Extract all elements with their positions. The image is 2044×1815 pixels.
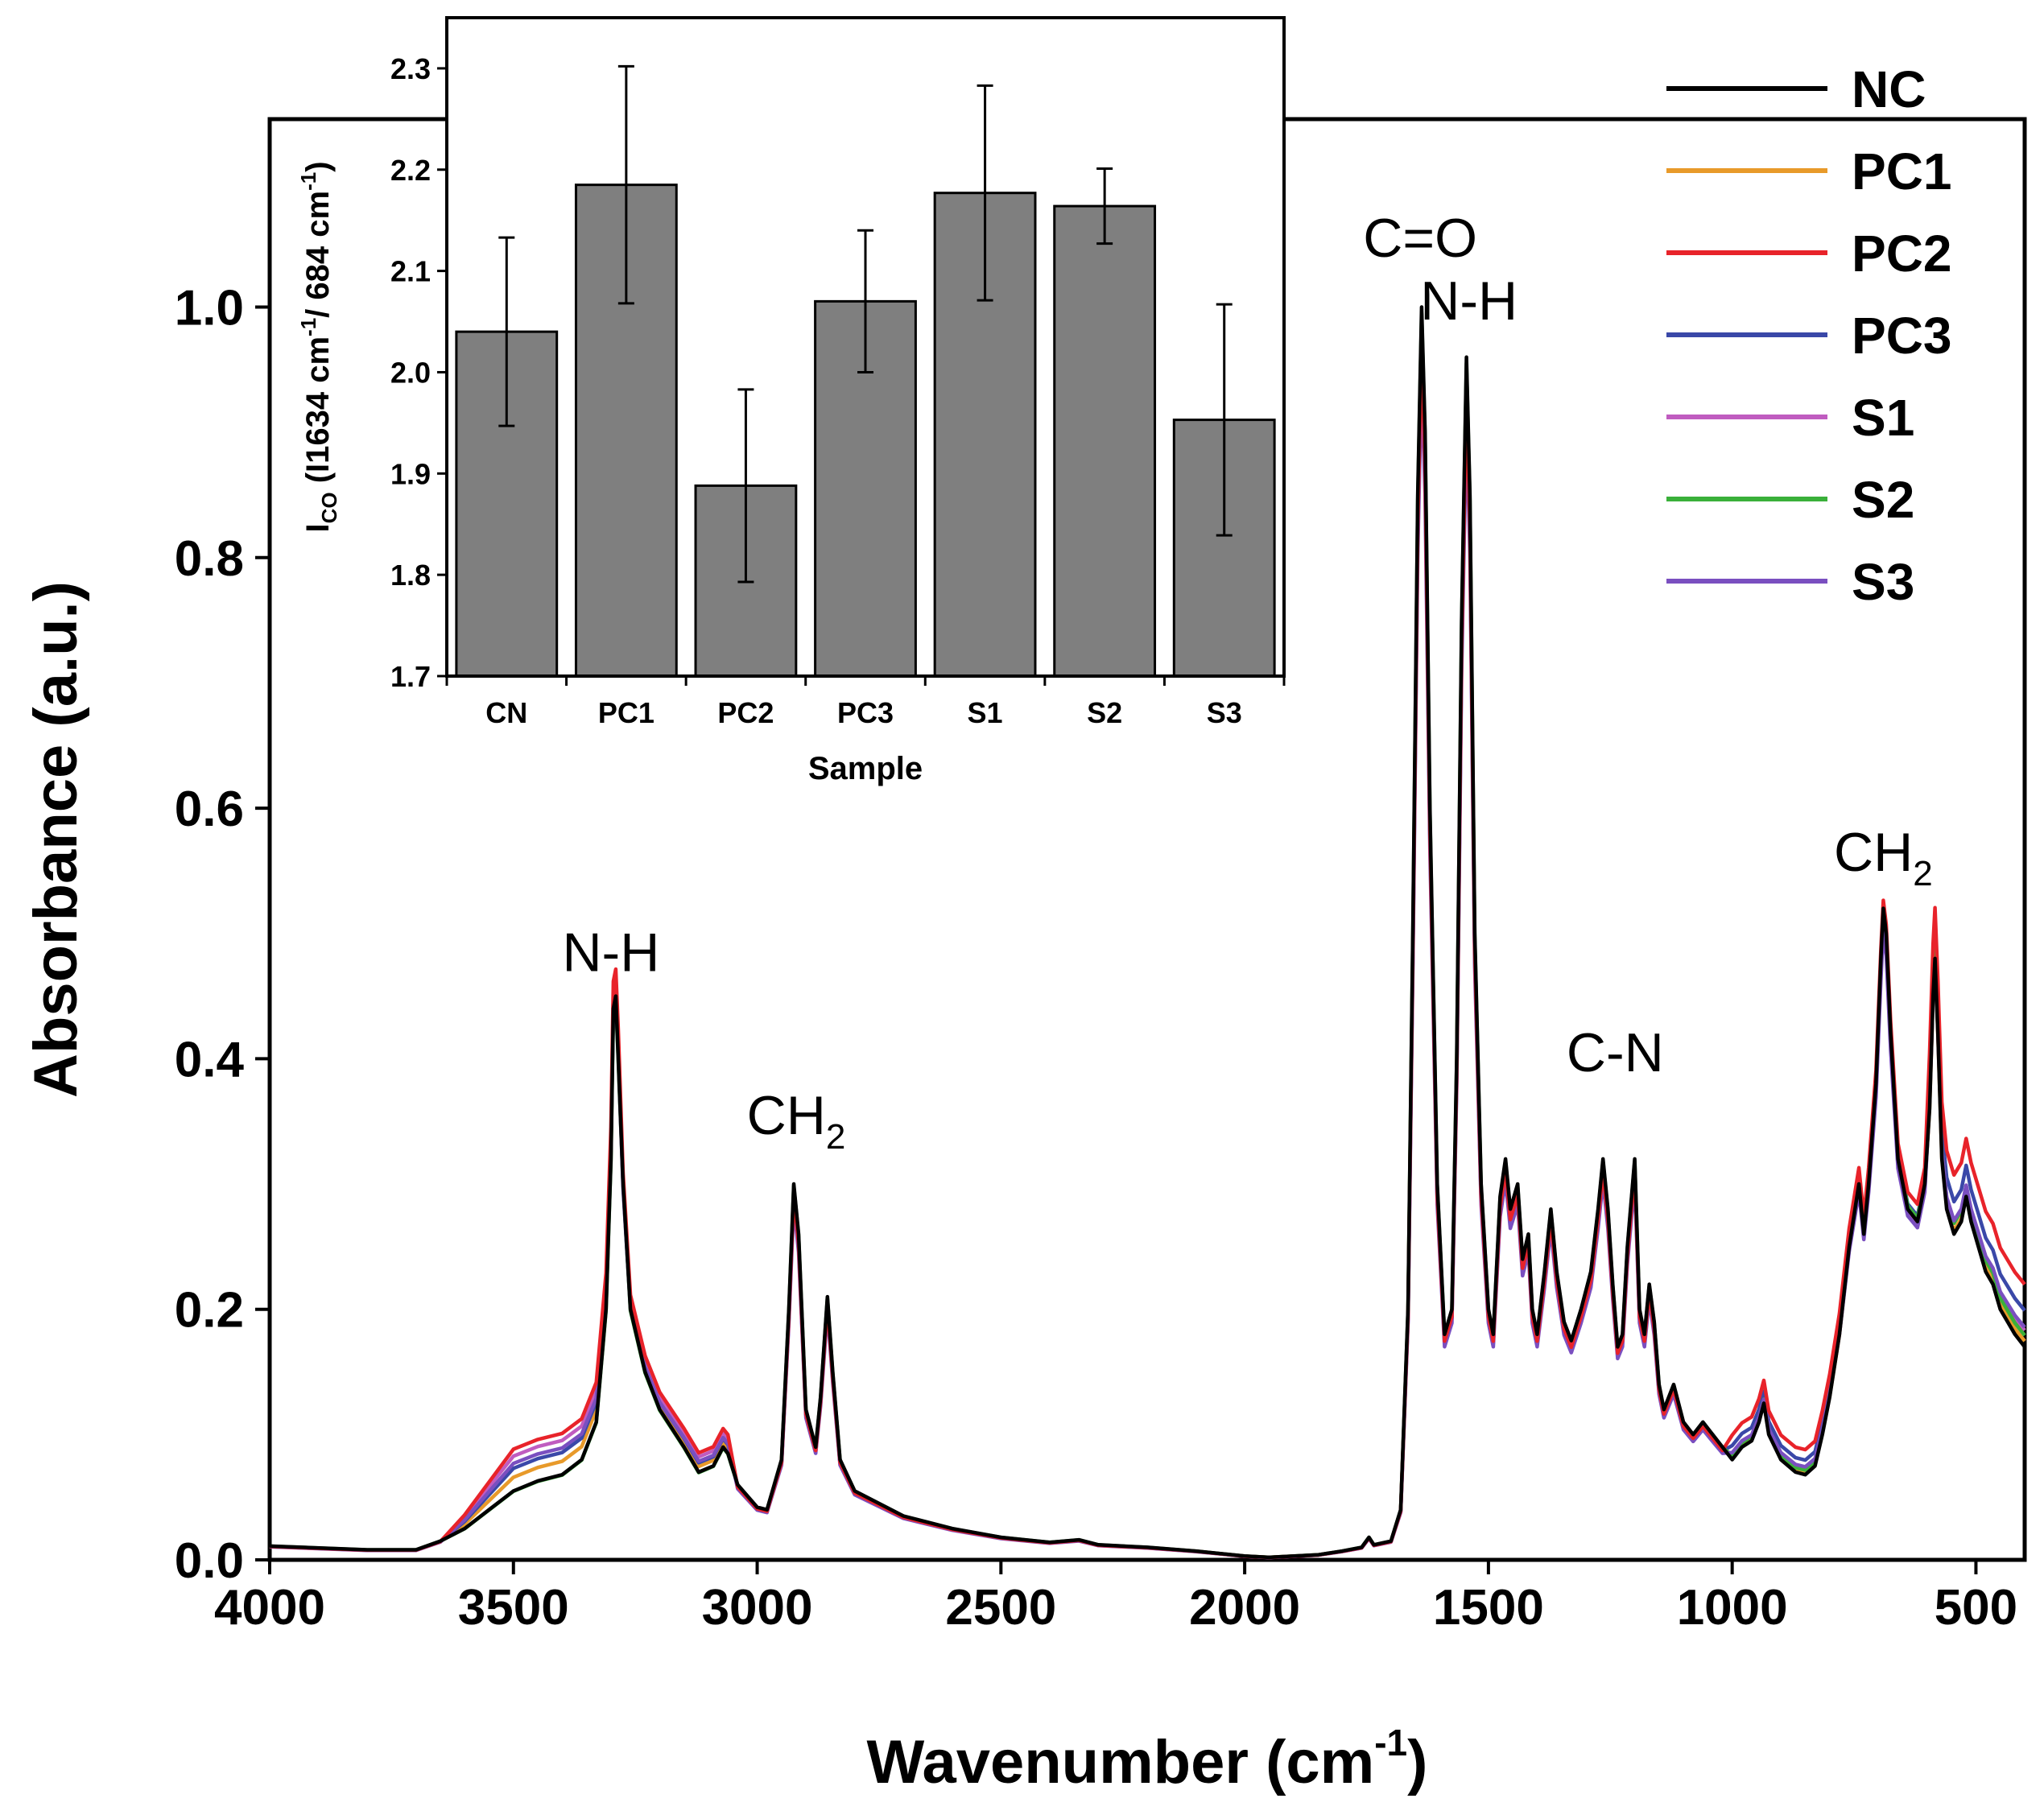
inset-bars-group [455,64,1276,678]
inset-x-tick-label: PC1 [598,696,654,729]
peak-annotation-subscript: 2 [1913,854,1932,893]
peak-annotation: N-H [562,922,659,983]
inset-axes: 1.7 1.8 1.9 2.0 2.1 2.2 2.3 CN PC1 PC2 PC3 S1 S2 S3 [390,52,1286,729]
x-tick-label: 2000 [1189,1580,1300,1636]
inset-bar-chart: 1.7 1.8 1.9 2.0 2.1 2.2 2.3 CN PC1 PC2 PC3 S1 S2 S3 S… [296,16,1286,786]
legend-label-s3: S3 [1852,553,1914,611]
legend: NC PC1 PC2 PC3 S1 S2 S3 [1666,60,1952,611]
inset-y-tick-label: 1.7 [390,660,431,693]
legend-label-s1: S1 [1852,389,1914,447]
peak-annotation: CH2 [1834,822,1933,893]
y-tick-label: 1.0 [175,280,244,336]
x-axis-title-sup: -1 [1374,1722,1407,1763]
inset-y-tick-label: 2.0 [390,356,431,389]
inset-y-title-end: ) [300,161,336,171]
inset-y-tick-label: 2.1 [390,255,431,288]
inset-x-tick-label: PC2 [717,696,774,729]
y-tick-label: 0.4 [175,1032,245,1087]
peak-annotation-text: CH [747,1085,826,1146]
legend-label-nc: NC [1852,60,1926,118]
legend-label-s2: S2 [1852,471,1914,529]
legend-label-pc1: PC1 [1852,142,1952,200]
x-tick-label: 4000 [214,1580,325,1636]
inset-y-title-sup1: -1 [296,318,320,336]
y-tick-label: 0.0 [175,1533,244,1589]
peak-annotation-subscript: 2 [826,1117,845,1157]
inset-y-tick-label: 1.8 [390,559,431,592]
inset-y-tick-label: 2.3 [390,52,431,85]
inset-y-tick-label: 1.9 [390,457,431,490]
main-axes: 4000 3500 3000 2500 2000 1500 1000 500 0.0 0.2 0.4… [175,280,2017,1636]
spectrum-line-nc [269,305,2026,1560]
peak-annotation: C-N [1567,1022,1664,1083]
inset-x-tick-label: S1 [968,696,1003,729]
y-axis-title: Absorbance (a.u.) [22,581,90,1098]
inset-x-tick-label: S2 [1087,696,1122,729]
y-tick-label: 0.8 [175,531,244,587]
inset-x-tick-label: S3 [1207,696,1242,729]
x-tick-label: 1500 [1433,1580,1544,1636]
inset-plot-frame [445,16,1286,678]
x-axis-title-close: ) [1407,1728,1427,1796]
inset-y-title-mid: / 684 cm [300,191,336,318]
inset-y-title-rest: (I1634 cm [300,336,336,492]
inset-x-tick-label: PC3 [837,696,894,729]
inset-y-tick-label: 2.2 [390,154,431,187]
peak-annotation: CH2 [747,1085,846,1157]
x-tick-label: 500 [1935,1580,2017,1636]
peak-annotation: N-H [1420,270,1518,332]
peak-annotation-text: N-H [562,922,659,983]
inset-x-tick-label: CN [485,696,527,729]
inset-y-axis-title: ICO (I1634 cm-1/ 684 cm-1) [296,161,341,532]
legend-label-pc3: PC3 [1852,307,1952,365]
x-tick-label: 1000 [1677,1580,1788,1636]
x-tick-label: 3000 [702,1580,813,1636]
x-axis-title: Wavenumber (cm-1) [867,1722,1428,1796]
inset-bar-s2 [1053,204,1157,678]
inset-x-axis-title: Sample [808,751,923,786]
peak-annotation-text: N-H [1420,270,1518,332]
inset-y-title-sub: CO [317,492,341,523]
peak-annotation-text: CH [1834,822,1913,883]
inset-y-title-main: I [300,523,336,532]
x-tick-label: 2500 [945,1580,1056,1636]
x-axis-title-main: Wavenumber (cm [867,1728,1375,1796]
spectrum-series-group [269,305,2026,1560]
inset-y-title-sup2: -1 [296,172,320,191]
peak-annotation-text: C-N [1567,1022,1664,1083]
peak-annotation-text: C=O [1363,208,1477,269]
y-tick-label: 0.6 [175,782,244,837]
peak-annotation: C=O [1363,208,1477,269]
legend-label-pc2: PC2 [1852,225,1952,283]
x-tick-label: 3500 [458,1580,569,1636]
y-tick-label: 0.2 [175,1283,244,1339]
